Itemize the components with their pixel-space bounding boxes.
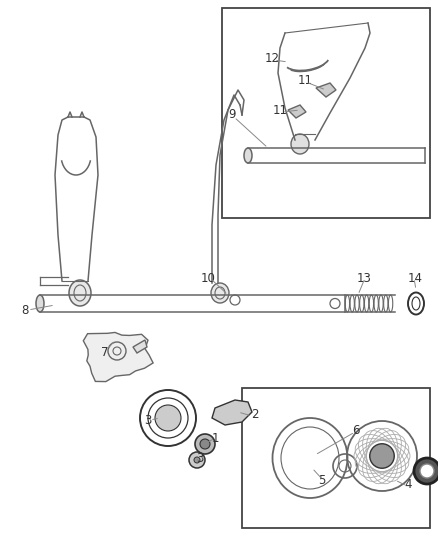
Text: 14: 14 <box>407 271 423 285</box>
Text: 5: 5 <box>318 473 326 487</box>
Polygon shape <box>212 400 252 425</box>
Polygon shape <box>83 333 153 382</box>
Circle shape <box>155 405 181 431</box>
Circle shape <box>194 457 200 463</box>
Ellipse shape <box>36 295 44 312</box>
Circle shape <box>330 298 340 309</box>
Text: 12: 12 <box>265 52 279 64</box>
Circle shape <box>200 439 210 449</box>
Polygon shape <box>316 83 336 97</box>
Circle shape <box>414 458 438 484</box>
Text: 4: 4 <box>404 479 412 491</box>
Text: 8: 8 <box>21 303 28 317</box>
Text: 13: 13 <box>357 271 371 285</box>
Text: 11: 11 <box>272 103 287 117</box>
Circle shape <box>420 464 434 478</box>
Text: 7: 7 <box>101 345 109 359</box>
Text: 3: 3 <box>196 451 204 464</box>
Text: 11: 11 <box>297 74 312 86</box>
Circle shape <box>195 434 215 454</box>
Text: 3: 3 <box>144 414 152 426</box>
Text: 10: 10 <box>201 271 215 285</box>
Text: 2: 2 <box>251 408 259 422</box>
Circle shape <box>370 444 394 469</box>
Text: 9: 9 <box>228 109 236 122</box>
Circle shape <box>230 295 240 305</box>
Text: 1: 1 <box>211 432 219 445</box>
Bar <box>222 8 430 218</box>
Ellipse shape <box>211 283 229 303</box>
Ellipse shape <box>244 148 252 163</box>
Text: 6: 6 <box>352 424 360 437</box>
Polygon shape <box>133 340 147 353</box>
Polygon shape <box>288 105 306 118</box>
Ellipse shape <box>291 134 309 154</box>
Bar <box>242 388 430 528</box>
Ellipse shape <box>69 280 91 306</box>
Circle shape <box>189 452 205 468</box>
